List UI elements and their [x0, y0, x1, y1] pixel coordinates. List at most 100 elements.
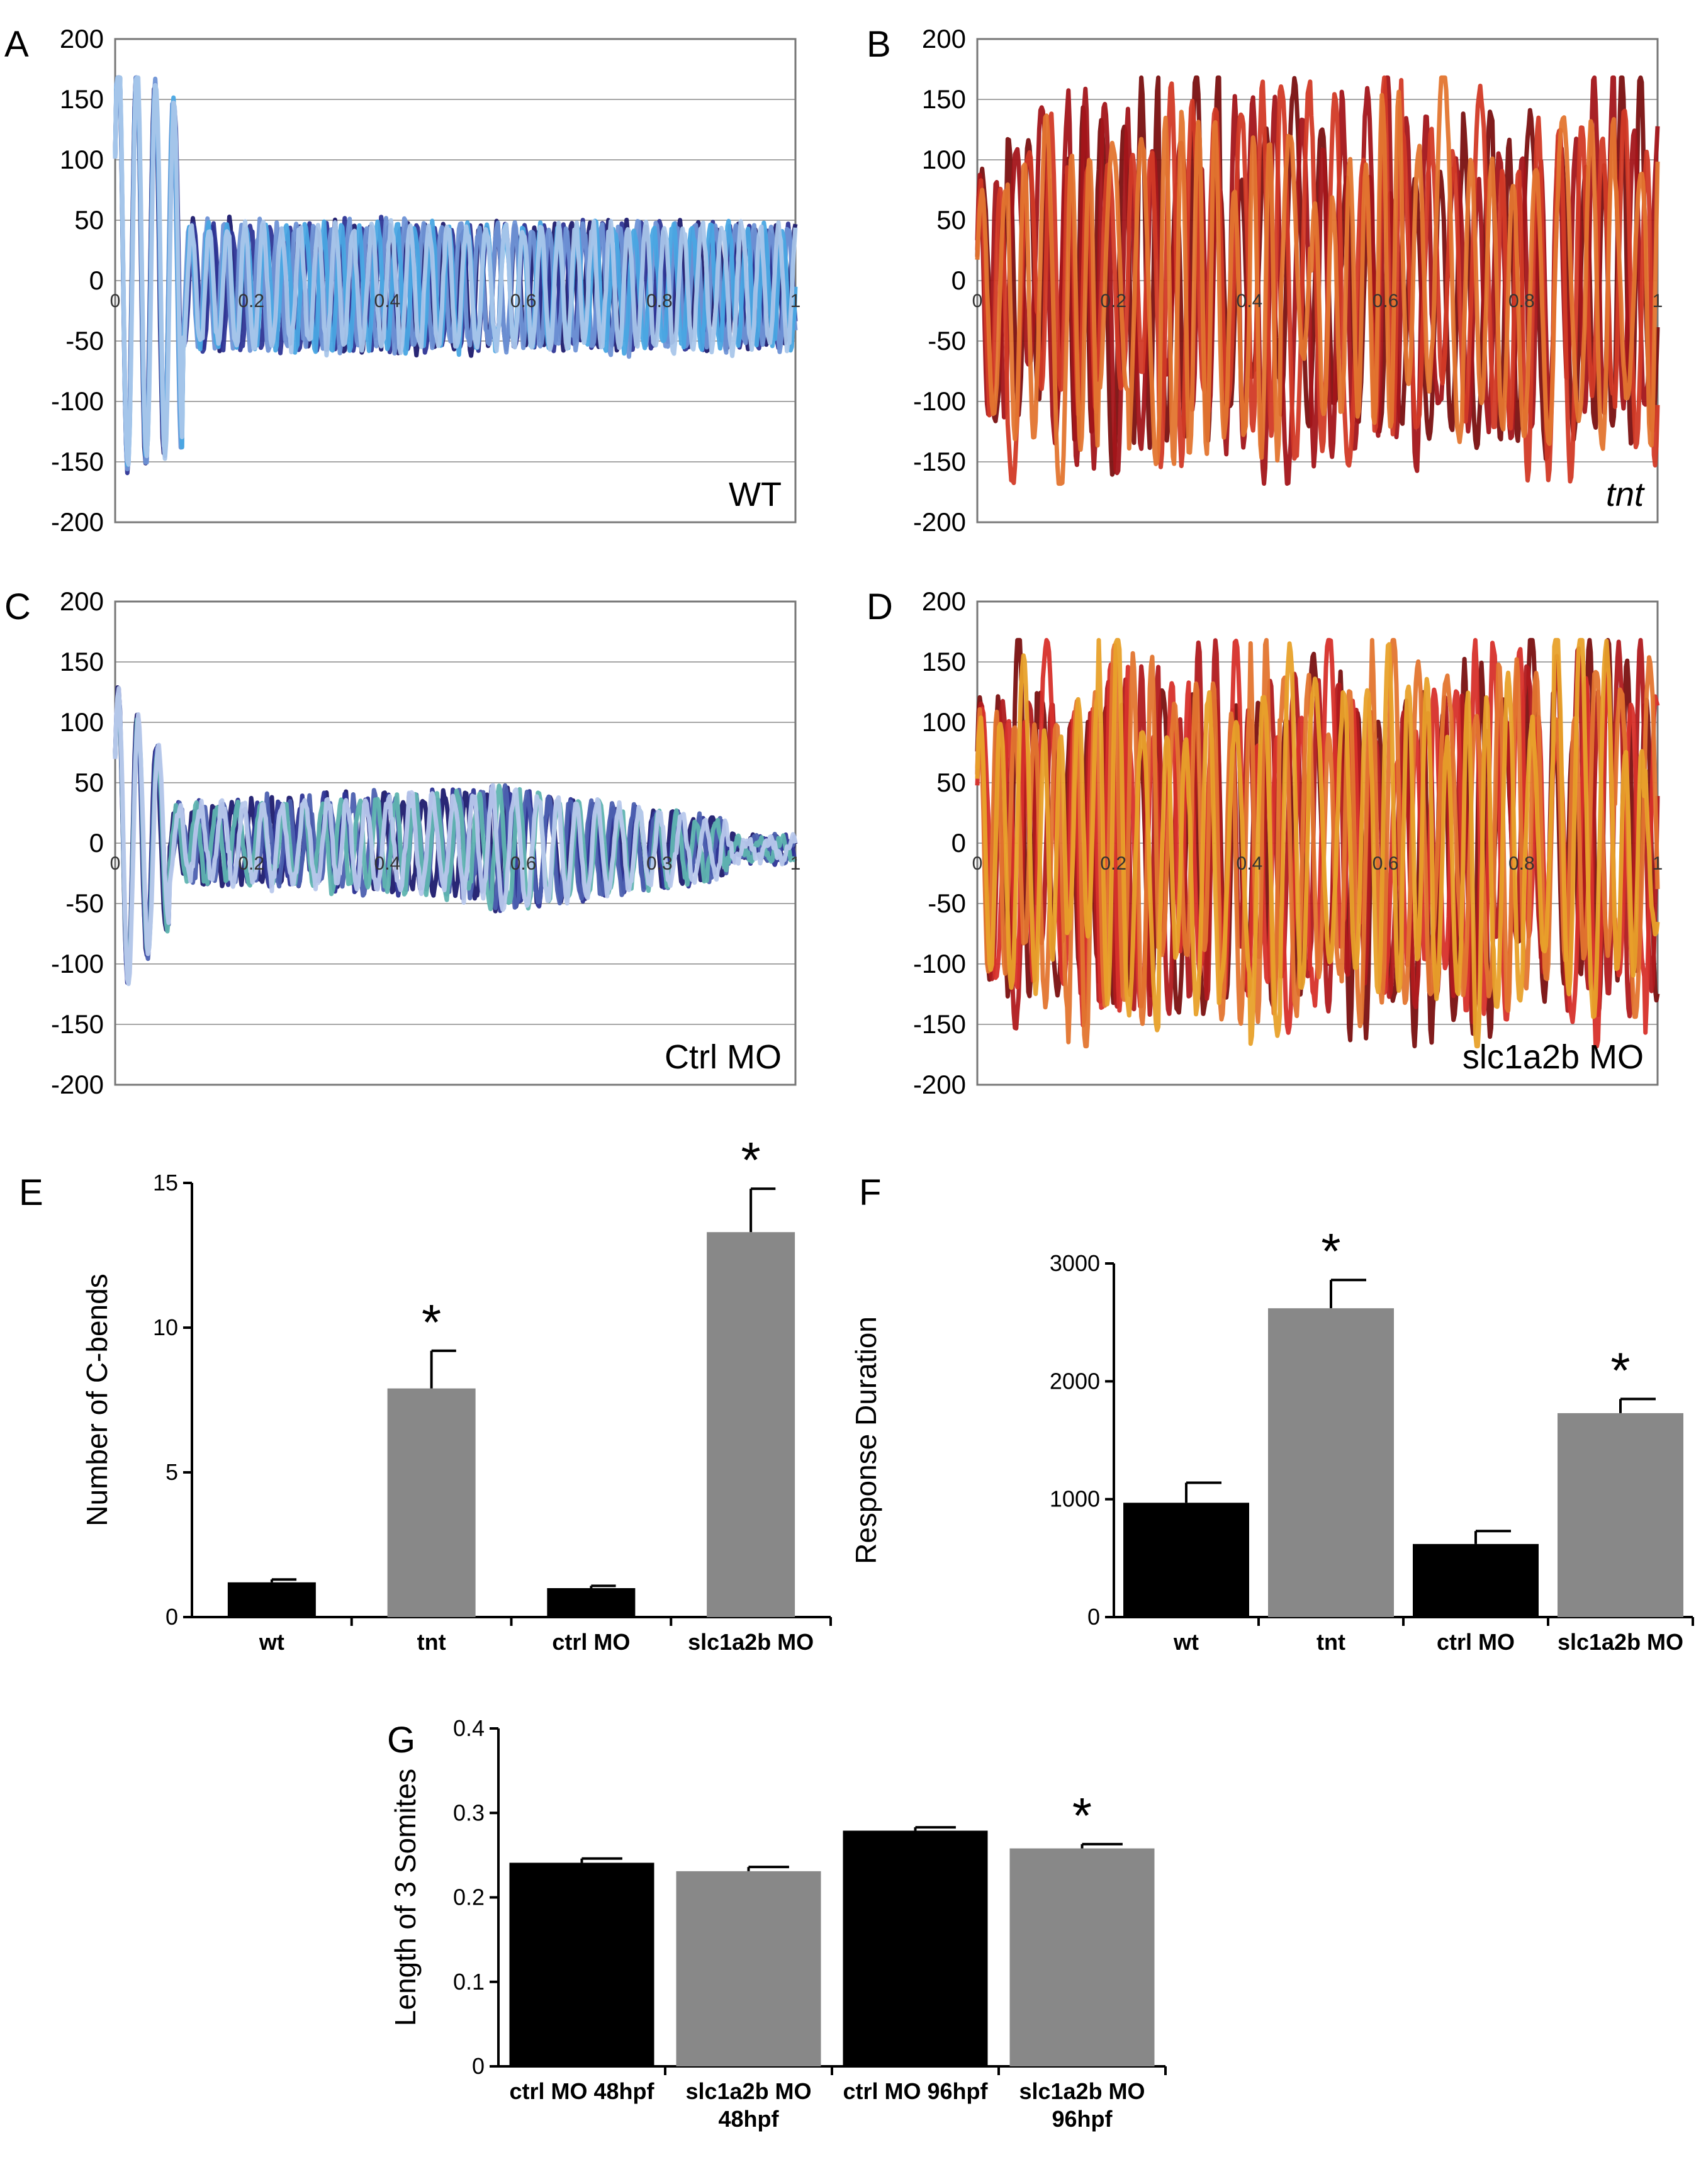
y-tick-label: -150: [51, 447, 104, 476]
x-tick-label: 0.8: [1508, 291, 1535, 311]
y-tick-label: 0.1: [453, 1969, 485, 1995]
panel-letter: E: [19, 1172, 43, 1213]
bar-panel-e: E 0 5 10 15 Number of C-bends wt * tnt ctrl MO * sl…: [19, 1132, 832, 1655]
y-tick-label: 0: [1087, 1604, 1100, 1630]
y-tick-label: -200: [913, 1070, 966, 1099]
x-tick-label: 0.4: [374, 291, 401, 311]
y-tick-label: 0.4: [453, 1715, 485, 1741]
trace-line: [975, 637, 1660, 1049]
plot-frame: [976, 38, 1659, 524]
trace-panel-c: C 200 150 100 50 0 -50 -100 -150 -200 0 0.2 0.4 0.6 0.…: [4, 586, 800, 1099]
x-category-label: ctrl MO 96hpf: [843, 2078, 988, 2104]
y-tick-label: 150: [922, 84, 966, 114]
significance-star: *: [1072, 1788, 1092, 1844]
x-tick-label: 0: [110, 291, 121, 311]
bar: [1558, 1413, 1683, 1617]
x-category-label: wt: [259, 1629, 284, 1655]
x-category-label: 48hpf: [718, 2106, 779, 2132]
x-tick-label: 1: [790, 853, 801, 874]
bar: [227, 1582, 316, 1617]
y-tick-label: 100: [922, 707, 966, 737]
bar: [1009, 1848, 1155, 2066]
panel-letter: A: [4, 24, 29, 65]
x-category-label: slc1a2b MO: [688, 1629, 814, 1655]
x-tick-label: 1: [1653, 853, 1663, 874]
y-tick-label: -200: [913, 507, 966, 537]
x-tick-label: 0.6: [510, 291, 537, 311]
y-tick-label: 50: [74, 768, 104, 797]
bar: [387, 1388, 476, 1617]
y-tick-label: 0.3: [453, 1800, 485, 1825]
y-tick-label: 10: [153, 1314, 178, 1340]
x-category-label: slc1a2b MO: [1019, 2078, 1145, 2104]
y-tick-label: 150: [922, 647, 966, 676]
y-tick-label: 100: [60, 707, 104, 737]
x-tick-label: 0.2: [1100, 853, 1126, 874]
bar-panel-g: G 0 0.1 0.2 0.3 0.4 Length of 3 Somites ctrl MO…: [387, 1715, 1167, 2132]
x-tick-label: 1: [1653, 291, 1663, 311]
condition-label: slc1a2b MO: [1462, 1038, 1644, 1076]
x-category-label: tnt: [417, 1629, 446, 1655]
x-category-label: tnt: [1316, 1629, 1345, 1655]
x-tick-label: 1: [790, 291, 801, 311]
panel-letter: G: [387, 1720, 415, 1761]
x-tick-label: 0.8: [1508, 853, 1535, 874]
x-tick-label: 0.2: [238, 291, 264, 311]
y-tick-label: 50: [74, 205, 104, 235]
trace-panel-a: A 200 150 100 50 0 -50 -100 -150 -200 0 0.2 0.4 0.6 0.…: [4, 24, 800, 537]
y-tick-label: -200: [51, 1070, 104, 1099]
trace-panel-b: B 200 150 100 50 0 -50 -100 -150 -200 0 0.2 0.4 0.6 0.…: [867, 24, 1663, 537]
y-tick-label: -50: [65, 326, 104, 356]
plot-frame: [114, 38, 797, 524]
y-tick-label: 200: [922, 24, 966, 53]
x-tick-label: 0: [972, 853, 983, 874]
y-tick-label: 15: [153, 1170, 178, 1196]
y-tick-label: -150: [913, 1009, 966, 1039]
y-tick-label: 5: [166, 1459, 178, 1485]
y-tick-label: 0: [89, 828, 104, 858]
x-tick-label: 0.8: [646, 291, 673, 311]
x-tick-label: 0.4: [1237, 291, 1263, 311]
y-tick-label: 0: [472, 2053, 485, 2079]
x-tick-label: 0.6: [510, 853, 537, 874]
significance-star: *: [422, 1294, 441, 1350]
y-tick-label: 100: [922, 145, 966, 174]
x-category-label: ctrl MO: [1437, 1629, 1515, 1655]
y-axis-title: Response Duration: [850, 1316, 882, 1564]
x-tick-label: 0.6: [1373, 291, 1399, 311]
x-tick-label: 0: [110, 853, 121, 874]
y-tick-label: -50: [65, 888, 104, 918]
panel-letter: C: [4, 586, 31, 627]
y-tick-label: 100: [60, 145, 104, 174]
y-tick-label: 50: [936, 768, 966, 797]
y-tick-label: 150: [60, 84, 104, 114]
y-tick-label: 200: [60, 586, 104, 616]
condition-label: WT: [729, 476, 782, 513]
x-tick-label: 0.4: [374, 853, 401, 874]
trace-line: [113, 686, 798, 987]
bar: [547, 1588, 636, 1617]
y-axis-title: Number of C-bends: [81, 1274, 113, 1526]
bar: [509, 1862, 654, 2066]
condition-label: Ctrl MO: [665, 1038, 782, 1076]
x-category-label: slc1a2b MO: [685, 2078, 811, 2104]
y-tick-label: 50: [936, 205, 966, 235]
panel-letter: B: [867, 24, 891, 65]
y-tick-label: 0: [952, 266, 966, 295]
bar: [676, 1871, 821, 2066]
bar: [707, 1232, 795, 1617]
y-tick-label: -50: [928, 326, 966, 356]
trace-line: [975, 75, 1660, 486]
significance-star: *: [1610, 1342, 1630, 1398]
y-tick-label: 0.2: [453, 1884, 485, 1910]
panel-letter: D: [867, 586, 893, 627]
x-category-label: ctrl MO: [552, 1629, 630, 1655]
bar: [1123, 1503, 1249, 1617]
x-category-label: ctrl MO 48hpf: [509, 2078, 654, 2104]
x-tick-label: 0.3: [646, 853, 673, 874]
bar: [1268, 1308, 1394, 1617]
bar: [843, 1830, 988, 2066]
significance-star: *: [741, 1132, 761, 1188]
y-tick-label: 200: [922, 586, 966, 616]
